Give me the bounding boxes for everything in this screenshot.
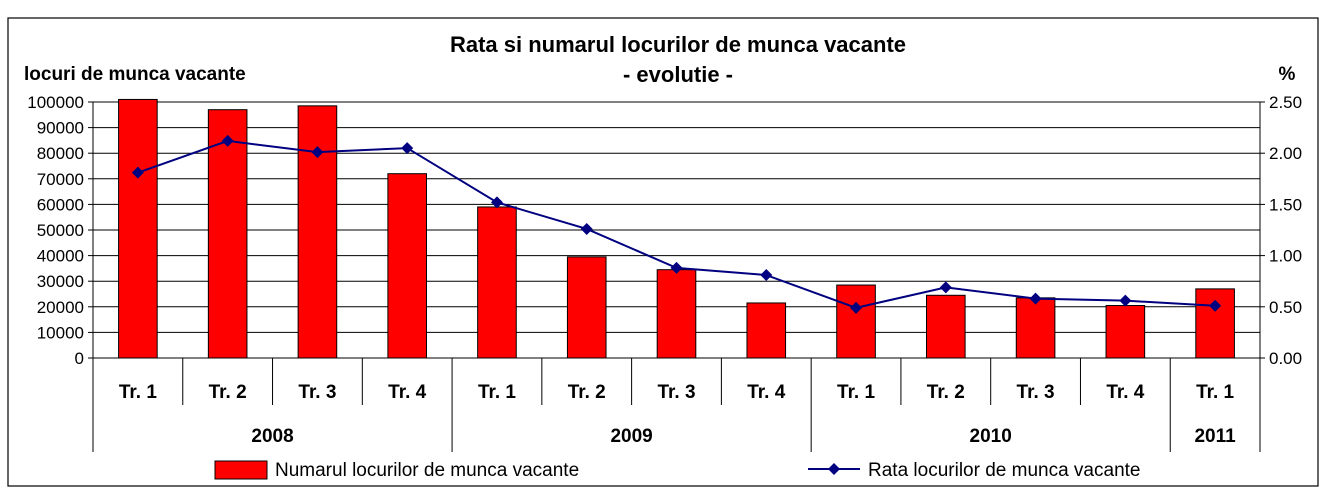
rate-point: [580, 222, 593, 235]
category-label: Tr. 2: [568, 382, 606, 403]
chart-subtitle: - evolutie -: [623, 62, 733, 87]
bar: [1105, 305, 1146, 359]
category-label: Tr. 1: [837, 382, 875, 403]
chart-frame: [7, 17, 1319, 487]
right-tick-label: 0.50: [1269, 298, 1302, 317]
rate-point: [850, 301, 863, 314]
category-label: Tr. 1: [478, 382, 516, 403]
left-tick-label: 0: [75, 349, 84, 368]
rate-line: [131, 134, 1222, 314]
rate-point: [939, 281, 952, 294]
legend-line-marker: [828, 463, 840, 475]
chart-title: Rata si numarul locurilor de munca vacan…: [450, 32, 906, 57]
bar: [297, 105, 338, 359]
bar: [836, 284, 876, 359]
right-tick-label: 2.00: [1269, 144, 1302, 163]
bar: [207, 109, 248, 359]
left-tick-label: 30000: [37, 272, 84, 291]
category-label: Tr. 1: [119, 382, 157, 403]
bar: [477, 206, 517, 359]
bar: [1015, 297, 1056, 359]
left-tick-label: 50000: [37, 221, 84, 240]
category-label: Tr. 3: [1017, 382, 1055, 403]
rate-point: [490, 196, 503, 209]
rate-point: [311, 146, 324, 159]
right-tick-label: 2.50: [1269, 93, 1302, 112]
legend: Numarul locurilor de munca vacante Rata …: [214, 460, 1140, 481]
bar: [1195, 288, 1235, 359]
left-tick-label: 80000: [37, 144, 84, 163]
left-tick-label: 70000: [37, 170, 84, 189]
category-label: Tr. 2: [209, 382, 247, 403]
bar: [118, 98, 158, 359]
left-tick-label: 90000: [37, 119, 84, 138]
group-label: 2011: [1194, 426, 1236, 447]
category-label: Tr. 2: [927, 382, 965, 403]
left-axis-title: locuri de munca vacante: [24, 64, 246, 85]
rate-point: [1119, 294, 1132, 307]
right-tick-label: 1.50: [1269, 195, 1302, 214]
axes: [88, 101, 1265, 452]
right-tick-label: 1.00: [1269, 247, 1302, 266]
group-label: 2009: [610, 426, 652, 447]
legend-bar-swatch: [214, 460, 268, 480]
bar: [926, 294, 966, 359]
rate-point: [670, 261, 683, 274]
left-tick-label: 20000: [37, 298, 84, 317]
category-label: Tr. 1: [1196, 382, 1234, 403]
left-tick-label: 10000: [37, 323, 84, 342]
category-label: Tr. 4: [1106, 382, 1144, 403]
bar: [387, 173, 427, 359]
rate-point: [131, 166, 144, 179]
left-tick-label: 40000: [37, 247, 84, 266]
rate-point: [760, 269, 773, 282]
left-tick-label: 60000: [37, 195, 84, 214]
category-label: Tr. 4: [747, 382, 785, 403]
rate-point: [1029, 292, 1042, 305]
group-label: 2010: [970, 426, 1012, 447]
axis-labels: 0 10000 20000 30000 40000 50000 60000 70000 8000…: [27, 93, 1302, 447]
legend-line-label: Rata locurilor de munca vacante: [868, 460, 1140, 481]
gridlines: [93, 101, 1260, 333]
category-label: Tr. 3: [298, 382, 336, 403]
right-tick-label: 0.00: [1269, 349, 1302, 368]
group-label: 2008: [251, 426, 293, 447]
rate-point: [1209, 299, 1222, 312]
rate-point: [401, 142, 414, 155]
legend-bar-label: Numarul locurilor de munca vacante: [275, 460, 579, 481]
bar: [566, 256, 607, 359]
rate-point: [221, 134, 234, 147]
category-label: Tr. 4: [388, 382, 426, 403]
bar: [746, 302, 787, 359]
category-label: Tr. 3: [657, 382, 695, 403]
bar: [656, 269, 697, 359]
left-tick-label: 100000: [27, 93, 84, 112]
right-axis-title: %: [1279, 64, 1296, 85]
